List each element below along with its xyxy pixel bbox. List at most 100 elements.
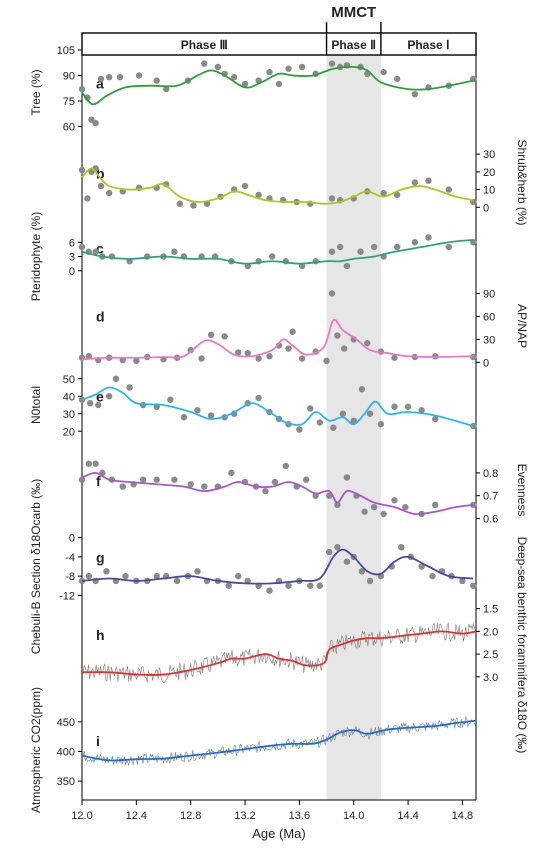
data-point — [92, 460, 99, 467]
y-tick-label: 400 — [57, 746, 75, 758]
data-point — [328, 248, 336, 255]
y-tick-label: 0.6 — [483, 514, 498, 526]
panel-c: 6 3 0 Pteridophyte (%) c — [29, 212, 477, 301]
data-point — [135, 72, 143, 79]
y-tick-label: 30 — [483, 149, 495, 161]
data-point — [404, 403, 412, 410]
x-tick-label: 12.4 — [126, 810, 147, 822]
data-point — [171, 476, 178, 483]
panel-letter: b — [96, 165, 105, 181]
phase-label: Phase Ⅱ — [331, 38, 376, 52]
panel-a: 105 90 75 60 Tree (%) a — [29, 45, 477, 134]
y-tick-label: 0.8 — [483, 468, 498, 480]
data-point — [153, 476, 160, 483]
y-tick-label: 90 — [63, 71, 75, 83]
data-point — [282, 462, 289, 470]
panel-letter: f — [96, 473, 101, 489]
data-point — [316, 582, 323, 589]
y-tick-label: -4 — [65, 552, 75, 564]
data-point — [214, 63, 222, 71]
data-point — [343, 262, 351, 270]
x-tick-label: 14.8 — [452, 810, 473, 822]
data-point — [418, 407, 425, 414]
data-point — [326, 548, 333, 556]
data-point — [241, 80, 249, 88]
smooth-series-line — [81, 66, 474, 106]
data-point — [328, 60, 336, 67]
data-point — [180, 414, 188, 421]
panel-letter: h — [96, 627, 105, 643]
panel-letter: g — [96, 550, 105, 566]
data-point — [105, 189, 113, 197]
data-point — [266, 587, 273, 594]
smooth-series-line — [81, 386, 474, 427]
data-point — [92, 119, 99, 127]
data-point — [394, 75, 401, 83]
data-point — [187, 346, 194, 354]
data-point — [126, 384, 133, 391]
y-tick-label: 0 — [69, 533, 75, 545]
data-point — [255, 394, 262, 402]
data-point — [207, 412, 215, 419]
data-point — [432, 415, 439, 423]
data-point — [334, 544, 341, 551]
y-axis-title: Chebuli-B Section δ18Ocarb (‰) — [29, 479, 43, 654]
y-tick-label: 3.0 — [483, 672, 498, 684]
data-point — [357, 248, 364, 255]
data-point — [398, 544, 405, 551]
smooth-series-line — [81, 318, 474, 361]
data-point — [103, 568, 110, 575]
data-point — [139, 476, 147, 483]
data-point — [296, 426, 303, 433]
data-point — [116, 74, 124, 81]
data-point — [445, 186, 453, 193]
data-point — [190, 202, 197, 209]
x-tick-label: 14.4 — [397, 810, 418, 822]
data-point — [289, 328, 296, 335]
data-point — [266, 68, 273, 76]
panel-d: 90 60 30 0 AP/NAP d — [78, 288, 529, 369]
phase-label: Phase Ⅰ — [407, 38, 449, 52]
raw-series-line — [81, 715, 476, 767]
y-tick-label: 0 — [483, 202, 489, 214]
data-point — [377, 421, 385, 428]
panel-letter: c — [96, 241, 104, 257]
y-axis-title: AP/NAP — [515, 304, 529, 348]
data-point — [84, 195, 91, 202]
data-point — [221, 333, 228, 340]
data-point — [92, 248, 99, 255]
data-point — [285, 65, 292, 72]
x-tick-label: 12.8 — [180, 810, 201, 822]
data-point — [394, 243, 401, 251]
smooth-series-line — [81, 630, 477, 676]
data-point — [330, 424, 337, 431]
data-point — [459, 577, 466, 585]
data-point — [163, 85, 170, 93]
data-point — [78, 85, 86, 93]
data-point — [298, 355, 306, 362]
x-tick-label: 13.2 — [234, 810, 255, 822]
y-tick-label: 0 — [483, 357, 489, 369]
data-point — [198, 355, 205, 362]
data-point — [153, 572, 160, 580]
panel-letter: a — [96, 75, 104, 91]
y-tick-label: 10 — [483, 185, 495, 197]
smooth-series-line — [81, 238, 474, 265]
data-point — [366, 577, 374, 585]
data-point — [328, 195, 336, 202]
y-tick-label: 105 — [57, 45, 75, 57]
data-point — [411, 239, 419, 246]
panel-e: 50 40 30 20 N0total e — [29, 374, 477, 438]
x-axis-title: Age (Ma) — [252, 826, 305, 841]
x-tick-label: 13.6 — [289, 810, 310, 822]
y-tick-label: 2.0 — [483, 626, 498, 638]
data-point — [402, 503, 409, 511]
data-point — [122, 572, 129, 580]
y-tick-label: 40 — [63, 391, 75, 403]
y-tick-label: 90 — [483, 288, 495, 300]
x-axis: 12.0 12.4 12.8 13.2 13.6 14.0 14.4 14.8 — [71, 799, 476, 822]
y-tick-label: 3 — [69, 252, 75, 264]
data-point — [361, 508, 368, 515]
